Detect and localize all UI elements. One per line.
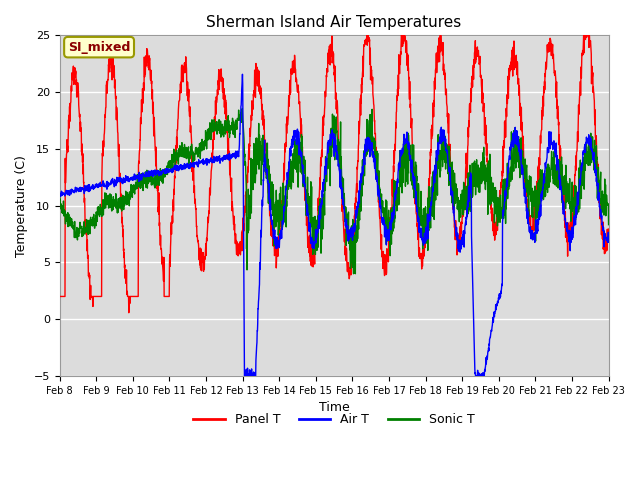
X-axis label: Time: Time	[319, 401, 349, 414]
Legend: Panel T, Air T, Sonic T: Panel T, Air T, Sonic T	[188, 408, 480, 431]
Title: Sherman Island Air Temperatures: Sherman Island Air Temperatures	[207, 15, 461, 30]
Text: SI_mixed: SI_mixed	[68, 41, 131, 54]
Y-axis label: Temperature (C): Temperature (C)	[15, 155, 28, 257]
